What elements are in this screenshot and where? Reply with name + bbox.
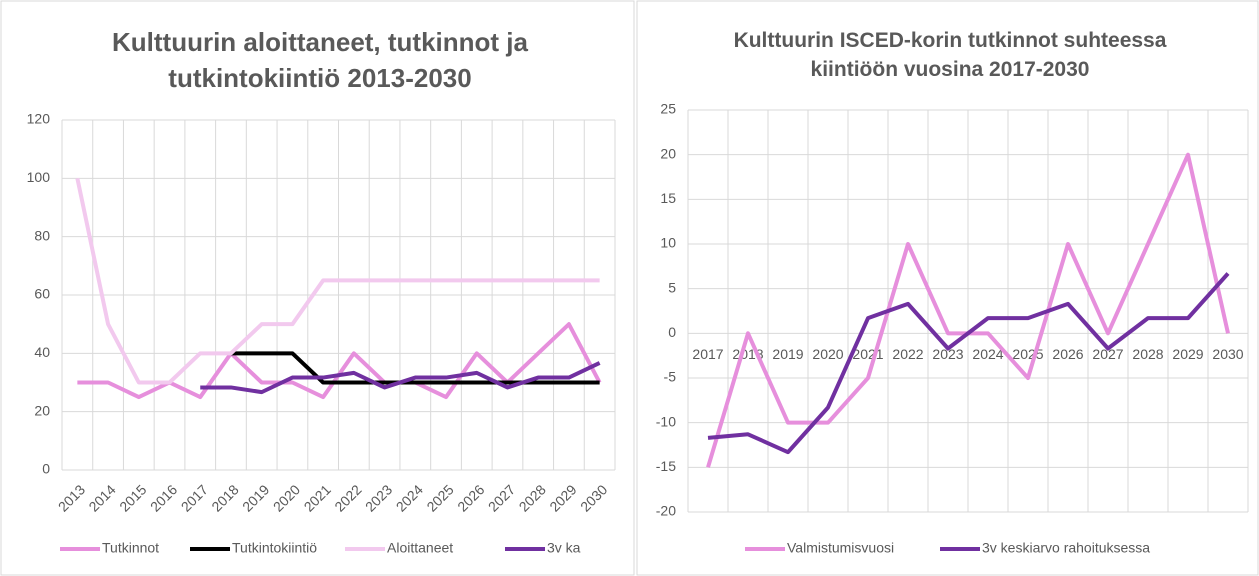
x-tick-label: 2016 (147, 481, 180, 514)
x-tick-label: 2020 (812, 346, 843, 362)
series-line (230, 351, 600, 385)
x-tick-label: 2022 (892, 346, 923, 362)
y-tick-label: -15 (656, 458, 676, 474)
x-tick-label: 2029 (1172, 346, 1203, 362)
x-tick-label: 2022 (331, 481, 364, 514)
legend-label: Valmistumisvuosi (787, 540, 894, 556)
y-tick-label: 0 (42, 461, 50, 477)
x-tick-label: 2027 (485, 481, 518, 514)
x-tick-label: 2015 (116, 481, 149, 514)
legend-label: 3v ka (547, 540, 581, 556)
legend-label: Aloittaneet (387, 540, 453, 556)
legend-label: 3v keskiarvo rahoituksessa (982, 540, 1150, 556)
x-tick-label: 2017 (692, 346, 723, 362)
series-line (75, 177, 600, 385)
x-tick-label: 2029 (546, 481, 579, 514)
y-tick-label: 0 (668, 324, 676, 340)
chart-title: Kulttuurin ISCED-korin tutkinnot suhtees… (733, 29, 1167, 82)
x-tick-label: 2026 (1052, 346, 1083, 362)
y-tick-label: 80 (34, 227, 50, 243)
y-tick-label: 20 (660, 145, 676, 161)
y-tick-label: 15 (660, 190, 676, 206)
y-tick-label: 120 (27, 111, 51, 127)
x-tick-label: 2030 (577, 481, 610, 514)
x-tick-label: 2013 (55, 481, 88, 514)
x-tick-label: 2019 (772, 346, 803, 362)
x-tick-label: 2017 (178, 481, 211, 514)
x-tick-label: 2030 (1212, 346, 1243, 362)
x-tick-label: 2018 (208, 481, 241, 514)
y-tick-label: 60 (34, 286, 50, 302)
x-tick-label: 2021 (852, 346, 883, 362)
y-tick-label: 20 (34, 402, 50, 418)
panel-border (0, 0, 635, 576)
x-tick-label: 2025 (1012, 346, 1043, 362)
legend-label: Tutkintokiintiö (232, 540, 317, 556)
x-tick-label: 2025 (423, 481, 456, 514)
chart-title: Kulttuurin aloittaneet, tutkinnot ja tut… (112, 27, 528, 94)
x-tick-label: 2023 (932, 346, 963, 362)
series-line (707, 272, 1230, 455)
x-tick-label: 2024 (393, 481, 426, 514)
x-tick-label: 2028 (1132, 346, 1163, 362)
y-tick-label: -5 (664, 369, 677, 385)
x-tick-label: 2014 (85, 481, 118, 514)
x-tick-label: 2027 (1092, 346, 1123, 362)
series-line (200, 361, 601, 395)
x-tick-label: 2021 (301, 481, 334, 514)
panel-border (636, 0, 1259, 576)
y-tick-label: 5 (668, 279, 676, 295)
y-tick-label: 10 (660, 235, 676, 251)
x-tick-label: 2024 (972, 346, 1003, 362)
x-tick-label: 2020 (270, 481, 303, 514)
x-tick-label: 2028 (516, 481, 549, 514)
y-tick-label: 25 (660, 101, 676, 117)
y-tick-label: -10 (656, 413, 676, 429)
y-tick-label: -20 (656, 503, 676, 519)
x-tick-label: 2019 (239, 481, 272, 514)
legend-label: Tutkinnot (102, 540, 159, 556)
x-tick-label: 2026 (454, 481, 487, 514)
y-tick-label: 40 (34, 344, 50, 360)
y-tick-label: 100 (27, 169, 51, 185)
x-tick-label: 2023 (362, 481, 395, 514)
